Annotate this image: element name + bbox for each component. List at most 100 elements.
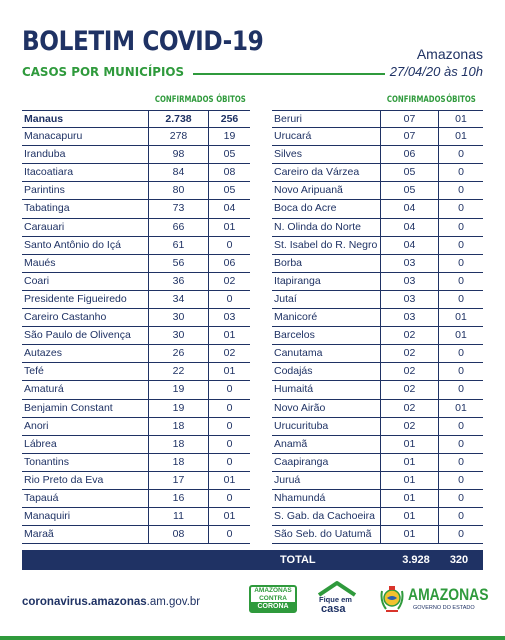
- deaths-cell: 0: [438, 345, 483, 363]
- municipality-name: Maraã: [24, 528, 54, 541]
- municipality-name: Novo Airão: [274, 401, 326, 414]
- state-name: Amazonas: [416, 46, 483, 62]
- deaths-cell: 0: [208, 417, 250, 435]
- confirmed-cell: 03: [380, 254, 438, 272]
- confirmed-cell: 30: [148, 309, 208, 327]
- deaths-cell: 0: [208, 489, 250, 508]
- deaths-cell: 0: [438, 435, 483, 453]
- municipality-name: Anamã: [274, 437, 308, 450]
- table-row: Santo Antônio do Içá 61 0: [22, 236, 250, 255]
- municipality-name: Rio Preto da Eva: [24, 473, 104, 486]
- confirmed-cell: 01: [380, 508, 438, 526]
- deaths-cell: 03: [208, 309, 250, 327]
- confirmed-cell: 19: [148, 381, 208, 399]
- confirmed-cell: 08: [148, 526, 208, 544]
- table-row: São Paulo de Olivença 30 01: [22, 327, 250, 346]
- deaths-cell: 19: [208, 128, 250, 146]
- total-label: TOTAL: [280, 554, 316, 566]
- table-row: Autazes 26 02: [22, 345, 250, 364]
- table-row: Humaitá 02 0: [272, 381, 483, 400]
- table-row: St. Isabel do R. Negro 04 0: [272, 236, 483, 255]
- table-row: Codajás 02 0: [272, 363, 483, 382]
- confirmed-cell: 11: [148, 508, 208, 526]
- table-row: Tonantins 18 0: [22, 453, 250, 472]
- table-row: Itapiranga 03 0: [272, 272, 483, 291]
- right-municipality-table: Beruri 07 01 Urucará 07 01 Silves 06 0 Careiro da…: [272, 110, 483, 545]
- deaths-cell: 01: [438, 128, 483, 146]
- confirmed-cell: 66: [148, 218, 208, 236]
- confirmed-cell: 26: [148, 345, 208, 363]
- deaths-cell: 0: [438, 417, 483, 435]
- confirmed-cell: 02: [380, 363, 438, 381]
- total-row: TOTAL 3.928 320: [22, 550, 483, 570]
- table-row: Coari 36 02: [22, 272, 250, 291]
- table-row: Manaquiri 11 01: [22, 508, 250, 527]
- logo-casa-line1: Fique em: [319, 595, 352, 604]
- table-row: Tefé 22 01: [22, 363, 250, 382]
- municipality-name: Santo Antônio do Içá: [24, 238, 121, 251]
- municipality-name: Beruri: [274, 113, 303, 125]
- confirmed-cell: 01: [380, 435, 438, 453]
- table-row: Parintins 80 05: [22, 182, 250, 201]
- right-confirmed-header: CONFIRMADOS: [386, 95, 446, 105]
- table-row: Urucará 07 01: [272, 128, 483, 147]
- municipality-name: Autazes: [24, 347, 62, 360]
- table-row: Juruá 01 0: [272, 471, 483, 490]
- confirmed-cell: 02: [380, 417, 438, 435]
- deaths-cell: 06: [208, 254, 250, 272]
- table-row: Lábrea 18 0: [22, 435, 250, 454]
- table-row: Jutaí 03 0: [272, 290, 483, 310]
- deaths-cell: 0: [438, 290, 483, 309]
- total-deaths: 320: [449, 554, 469, 566]
- table-row: Silves 06 0: [272, 146, 483, 165]
- municipality-name: Silves: [274, 148, 303, 161]
- deaths-cell: 01: [208, 327, 250, 345]
- municipality-name: Benjamin Constant: [24, 401, 113, 414]
- confirmed-cell: 80: [148, 182, 208, 200]
- table-row: S. Gab. da Cachoeira 01 0: [272, 508, 483, 527]
- total-confirmed: 3.928: [402, 554, 430, 566]
- deaths-cell: 0: [438, 236, 483, 254]
- house-icon: [317, 581, 357, 597]
- footer-url[interactable]: coronavirus.amazonas.am.gov.br: [22, 596, 200, 608]
- deaths-cell: 01: [438, 327, 483, 345]
- table-row: Canutama 02 0: [272, 345, 483, 364]
- table-row: Tapauá 16 0: [22, 489, 250, 509]
- table-row: Novo Airão 02 01: [272, 399, 483, 418]
- logo-state-name: AMAZONAS: [408, 585, 489, 604]
- table-row: São Seb. do Uatumã 01 0: [272, 526, 483, 545]
- table-row: Careiro da Várzea 05 0: [272, 164, 483, 183]
- confirmed-cell: 34: [148, 290, 208, 309]
- confirmed-cell: 03: [380, 309, 438, 327]
- deaths-cell: 0: [208, 526, 250, 544]
- municipality-name: Manicoré: [274, 311, 318, 324]
- confirmed-cell: 03: [380, 272, 438, 290]
- confirmed-cell: 02: [380, 327, 438, 345]
- municipality-name: Tabatinga: [24, 202, 70, 215]
- table-row: Barcelos 02 01: [272, 327, 483, 346]
- deaths-cell: 02: [208, 345, 250, 363]
- confirmed-cell: 278: [148, 128, 208, 146]
- deaths-cell: 0: [208, 381, 250, 399]
- deaths-cell: 01: [438, 309, 483, 327]
- confirmed-cell: 61: [148, 236, 208, 254]
- confirmed-cell: 18: [148, 417, 208, 435]
- deaths-cell: 0: [438, 526, 483, 544]
- deaths-cell: 0: [438, 218, 483, 236]
- deaths-cell: 0: [438, 453, 483, 471]
- municipality-name: Urucurituba: [274, 419, 329, 432]
- deaths-cell: 0: [438, 508, 483, 526]
- municipality-name: São Paulo de Olivença: [24, 329, 131, 342]
- municipality-name: Nhamundá: [274, 491, 326, 504]
- municipality-name: Careiro da Várzea: [274, 166, 360, 179]
- logo-casa-line2: casa: [321, 603, 346, 615]
- deaths-cell: 01: [438, 399, 483, 417]
- municipality-name: Caapiranga: [274, 455, 329, 468]
- deaths-cell: 01: [208, 471, 250, 489]
- footer-url-domain: coronavirus.amazonas: [22, 596, 147, 608]
- municipality-name: Juruá: [274, 473, 301, 486]
- footer-url-suffix: .am.gov.br: [146, 596, 201, 608]
- table-row: Maraã 08 0: [22, 526, 250, 545]
- table-row: Amaturá 19 0: [22, 381, 250, 400]
- right-deaths-header: ÓBITOS: [446, 95, 476, 105]
